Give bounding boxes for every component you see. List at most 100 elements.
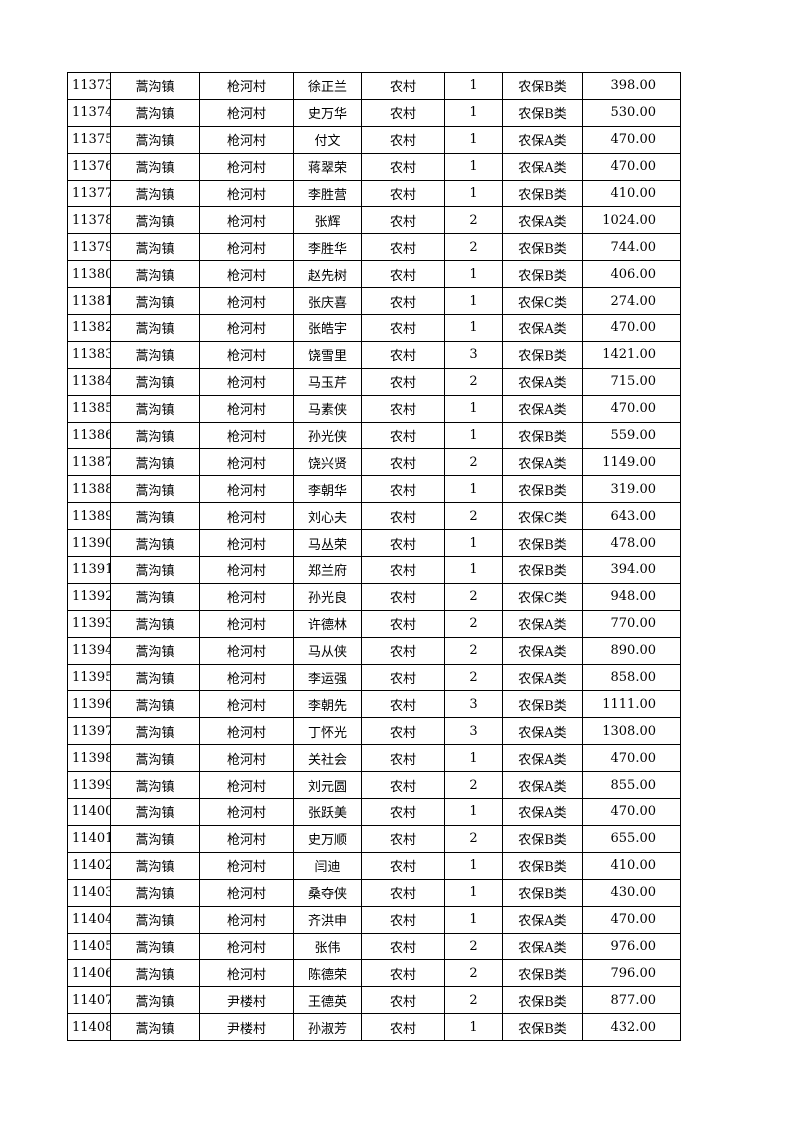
amount-cell: 530.00 [582,98,681,127]
household-size-cell: 1 [444,314,503,342]
amount-cell: 948.00 [582,582,681,611]
amount-cell: 770.00 [582,609,681,638]
insurance-category-cell: 农保B类 [502,72,583,100]
amount-cell: 410.00 [582,179,681,208]
town-cell: 蒿沟镇 [110,556,200,584]
village-cell: 枪河村 [199,367,294,396]
record-id-cell: 11378 [67,206,111,235]
amount-cell: 470.00 [582,744,681,773]
town-cell: 蒿沟镇 [110,744,200,773]
record-id-cell: 11379 [67,233,111,262]
village-cell: 枪河村 [199,394,294,423]
table-row: 11376 蒿沟镇 枪河村 蒋翠荣 农村 1 农保A类 470.00 [67,152,681,181]
record-id-cell: 11389 [67,502,111,531]
insurance-category-cell: 农保A类 [502,771,583,800]
insurance-category-cell: 农保A类 [502,744,583,773]
amount-cell: 470.00 [582,125,681,154]
village-cell: 枪河村 [199,959,294,988]
town-cell: 蒿沟镇 [110,314,200,342]
table-row: 11390 蒿沟镇 枪河村 马丛荣 农村 1 农保B类 478.00 [67,529,681,558]
insurance-category-cell: 农保B类 [502,98,583,127]
record-id-cell: 11373 [67,72,111,100]
household-size-cell: 1 [444,98,503,127]
amount-cell: 643.00 [582,502,681,531]
person-name-cell: 史万华 [293,98,362,127]
household-type-cell: 农村 [361,824,445,853]
household-type-cell: 农村 [361,556,445,584]
household-size-cell: 2 [444,636,503,665]
town-cell: 蒿沟镇 [110,260,200,289]
insurance-category-cell: 农保A类 [502,448,583,477]
person-name-cell: 张庆喜 [293,287,362,316]
household-type-cell: 农村 [361,233,445,262]
record-id-cell: 11384 [67,367,111,396]
amount-cell: 470.00 [582,798,681,826]
table-row: 11373 蒿沟镇 枪河村 徐正兰 农村 1 农保B类 398.00 [67,72,681,100]
household-size-cell: 1 [444,260,503,289]
record-id-cell: 11407 [67,986,111,1015]
household-size-cell: 1 [444,556,503,584]
town-cell: 蒿沟镇 [110,152,200,181]
household-type-cell: 农村 [361,502,445,531]
insurance-category-cell: 农保C类 [502,287,583,316]
person-name-cell: 桑夺侠 [293,878,362,907]
record-id-cell: 11395 [67,663,111,692]
person-name-cell: 李朝先 [293,690,362,719]
person-name-cell: 刘元圆 [293,771,362,800]
village-cell: 枪河村 [199,771,294,800]
household-size-cell: 1 [444,905,503,934]
household-type-cell: 农村 [361,448,445,477]
household-type-cell: 农村 [361,663,445,692]
record-id-cell: 11374 [67,98,111,127]
town-cell: 蒿沟镇 [110,986,200,1015]
household-size-cell: 1 [444,798,503,826]
village-cell: 枪河村 [199,932,294,961]
table-row: 11392 蒿沟镇 枪河村 孙光良 农村 2 农保C类 948.00 [67,582,681,611]
person-name-cell: 张伟 [293,932,362,961]
household-size-cell: 1 [444,421,503,450]
village-cell: 枪河村 [199,206,294,235]
village-cell: 枪河村 [199,717,294,746]
insurance-category-cell: 农保B类 [502,851,583,880]
person-name-cell: 马从侠 [293,636,362,665]
household-size-cell: 2 [444,367,503,396]
record-id-cell: 11390 [67,529,111,558]
household-size-cell: 1 [444,851,503,880]
insurance-category-cell: 农保A类 [502,932,583,961]
table-row: 11402 蒿沟镇 枪河村 闫迪 农村 1 农保B类 410.00 [67,851,681,880]
insurance-category-cell: 农保B类 [502,340,583,369]
household-type-cell: 农村 [361,260,445,289]
household-type-cell: 农村 [361,98,445,127]
amount-cell: 559.00 [582,421,681,450]
town-cell: 蒿沟镇 [110,206,200,235]
household-size-cell: 2 [444,206,503,235]
table-row: 11377 蒿沟镇 枪河村 李胜营 农村 1 农保B类 410.00 [67,179,681,208]
town-cell: 蒿沟镇 [110,663,200,692]
table-row: 11394 蒿沟镇 枪河村 马从侠 农村 2 农保A类 890.00 [67,636,681,665]
record-id-cell: 11404 [67,905,111,934]
village-cell: 枪河村 [199,502,294,531]
town-cell: 蒿沟镇 [110,448,200,477]
village-cell: 枪河村 [199,287,294,316]
amount-cell: 1308.00 [582,717,681,746]
table-row: 11380 蒿沟镇 枪河村 赵先树 农村 1 农保B类 406.00 [67,260,681,289]
insurance-category-cell: 农保C类 [502,502,583,531]
town-cell: 蒿沟镇 [110,824,200,853]
village-cell: 枪河村 [199,260,294,289]
person-name-cell: 马玉芹 [293,367,362,396]
table-row: 11398 蒿沟镇 枪河村 关社会 农村 1 农保A类 470.00 [67,744,681,773]
town-cell: 蒿沟镇 [110,932,200,961]
village-cell: 枪河村 [199,314,294,342]
town-cell: 蒿沟镇 [110,609,200,638]
village-cell: 尹楼村 [199,986,294,1015]
household-size-cell: 1 [444,125,503,154]
table-row: 11388 蒿沟镇 枪河村 李朝华 农村 1 农保B类 319.00 [67,475,681,504]
household-size-cell: 2 [444,824,503,853]
household-size-cell: 1 [444,287,503,316]
household-type-cell: 农村 [361,206,445,235]
village-cell: 枪河村 [199,878,294,907]
person-name-cell: 张辉 [293,206,362,235]
record-id-cell: 11380 [67,260,111,289]
village-cell: 枪河村 [199,179,294,208]
insurance-category-cell: 农保A类 [502,367,583,396]
